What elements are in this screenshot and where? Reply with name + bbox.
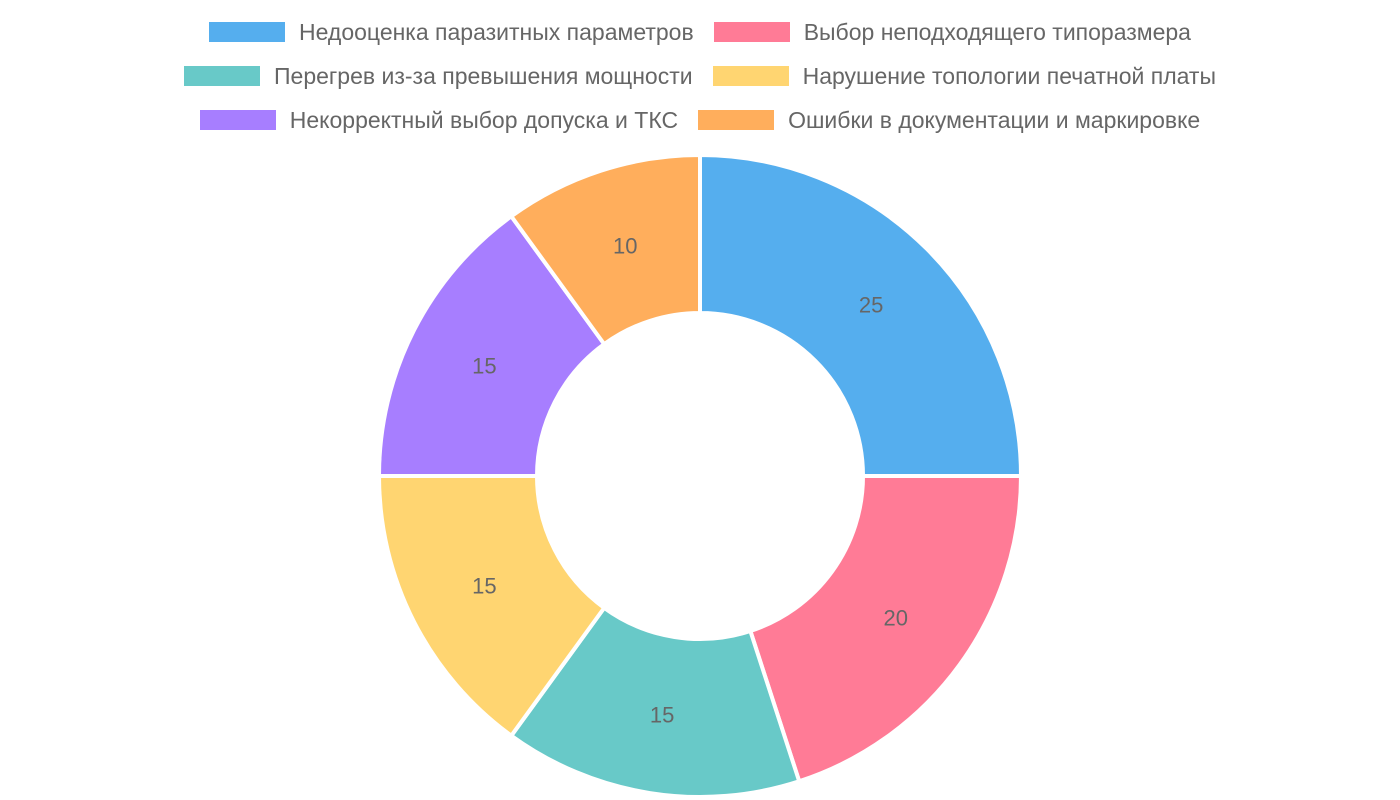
- legend-label: Некорректный выбор допуска и ТКС: [289, 106, 679, 133]
- legend-row-2: Перегрев из-за превышения мощности Наруш…: [0, 54, 1400, 98]
- legend-swatch: [713, 22, 790, 42]
- slice-value-label: 15: [650, 703, 674, 728]
- legend-label: Нарушение топологии печатной платы: [802, 62, 1216, 89]
- legend-item-wrong-size[interactable]: Выбор неподходящего типоразмера: [713, 18, 1191, 46]
- legend-label: Недооценка паразитных параметров: [299, 18, 694, 45]
- legend-label: Ошибки в документации и маркировке: [788, 106, 1201, 133]
- donut-slices: [376, 152, 1024, 799]
- legend-swatch: [698, 110, 775, 130]
- donut-slice-parasitic-params[interactable]: [698, 152, 1024, 478]
- legend-label: Перегрев из-за превышения мощности: [274, 62, 693, 89]
- legend-item-overheating[interactable]: Перегрев из-за превышения мощности: [184, 63, 693, 90]
- legend-row-1: Недооценка паразитных параметров Выбор н…: [0, 10, 1400, 54]
- legend-row-3: Некорректный выбор допуска и ТКС Ошибки …: [0, 98, 1400, 142]
- donut-slice-overheating[interactable]: [508, 605, 802, 799]
- slice-value-label: 25: [859, 292, 883, 317]
- donut-slice-tolerance-tcr[interactable]: [376, 213, 607, 478]
- legend-item-pcb-topology[interactable]: Нарушение топологии печатной платы: [712, 62, 1216, 90]
- legend-item-documentation-errors[interactable]: Ошибки в документации и маркировке: [698, 107, 1200, 134]
- slice-value-label: 20: [884, 606, 908, 631]
- donut-slice-pcb-topology[interactable]: [376, 474, 607, 739]
- legend-swatch: [712, 66, 789, 86]
- donut-slice-documentation-errors[interactable]: [508, 152, 702, 347]
- donut-value-labels: 25 20 15 15 15 10: [472, 233, 908, 727]
- legend-label: Выбор неподходящего типоразмера: [803, 18, 1191, 45]
- legend-swatch: [199, 110, 276, 130]
- slice-value-label: 10: [613, 233, 637, 258]
- donut-slice-wrong-size[interactable]: [747, 474, 1024, 784]
- slice-value-label: 15: [472, 573, 496, 598]
- slice-value-label: 15: [472, 354, 496, 379]
- legend-swatch: [209, 22, 285, 42]
- legend-item-tolerance-tcr[interactable]: Некорректный выбор допуска и ТКС: [199, 106, 679, 134]
- legend-swatch: [184, 66, 260, 86]
- legend-item-parasitic-params[interactable]: Недооценка паразитных параметров: [209, 19, 694, 46]
